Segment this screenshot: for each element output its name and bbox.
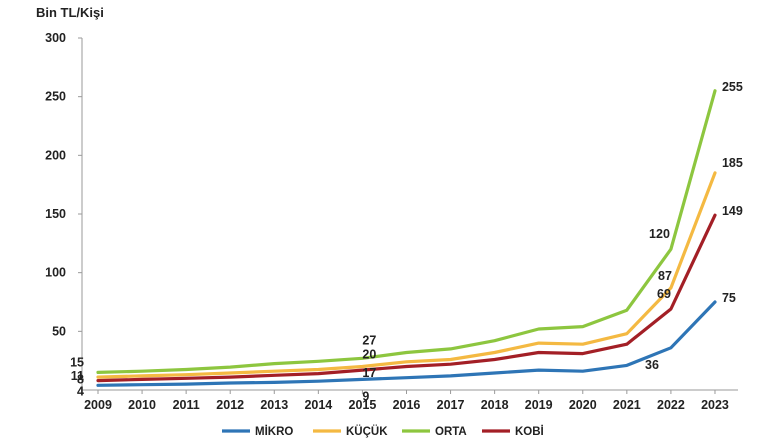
x-tick-label: 2021 bbox=[613, 398, 641, 412]
legend-label: KÜÇÜK bbox=[346, 425, 388, 438]
legend-label: KOBİ bbox=[515, 425, 544, 438]
data-label: 87 bbox=[658, 269, 672, 283]
x-tick-label: 2012 bbox=[216, 398, 244, 412]
data-label: 4 bbox=[77, 384, 84, 398]
series-line-mi̇kro bbox=[96, 300, 717, 387]
data-label: 11 bbox=[71, 369, 84, 383]
series-line-orta bbox=[96, 89, 717, 374]
data-label: 17 bbox=[362, 366, 376, 380]
x-tick-label: 2016 bbox=[393, 398, 421, 412]
x-tick-label: 2009 bbox=[84, 398, 112, 412]
x-tick-label: 2014 bbox=[304, 398, 332, 412]
x-tick-label: 2015 bbox=[349, 398, 377, 412]
x-tick-label: 2018 bbox=[481, 398, 509, 412]
x-tick-label: 2022 bbox=[657, 398, 685, 412]
y-tick-label: 250 bbox=[45, 90, 66, 104]
data-label: 9 bbox=[362, 389, 369, 403]
x-tick-label: 2020 bbox=[569, 398, 597, 412]
data-label: 27 bbox=[362, 333, 376, 347]
legend: MİKRO KÜÇÜK ORTA KOBİ bbox=[222, 425, 544, 438]
y-tick-label: 50 bbox=[52, 324, 66, 338]
data-label: 75 bbox=[722, 291, 736, 305]
x-tick-label: 2013 bbox=[260, 398, 288, 412]
series-lines bbox=[96, 89, 717, 387]
data-label: 255 bbox=[722, 80, 743, 94]
data-label: 36 bbox=[645, 358, 659, 372]
y-axis-title: Bin TL/Kişi bbox=[36, 5, 104, 20]
data-label: 185 bbox=[722, 156, 743, 170]
legend-label: MİKRO bbox=[255, 425, 293, 438]
x-tick-label: 2010 bbox=[128, 398, 156, 412]
x-tick-label: 2019 bbox=[525, 398, 553, 412]
y-tick-label: 200 bbox=[45, 148, 66, 162]
legend-label: ORTA bbox=[435, 426, 467, 438]
data-label: 8 bbox=[77, 373, 84, 387]
x-tick-label: 2011 bbox=[173, 398, 200, 412]
x-tick-label: 2023 bbox=[701, 398, 729, 412]
y-tick-label: 300 bbox=[45, 31, 66, 45]
series-line-küçük bbox=[96, 171, 717, 379]
x-tick-label: 2017 bbox=[437, 398, 465, 412]
y-tick-label: 100 bbox=[45, 266, 66, 280]
data-label: 15 bbox=[70, 355, 84, 369]
series-line-kobi̇ bbox=[96, 213, 717, 383]
data-label: 149 bbox=[722, 204, 743, 218]
data-label: 69 bbox=[657, 287, 671, 301]
data-label: 120 bbox=[649, 227, 670, 241]
y-tick-label: 150 bbox=[45, 207, 66, 221]
data-label: 20 bbox=[362, 348, 376, 362]
data-labels: 4 9 36 75 11 20 87 185 15 27 120 255 8 17 69 149 bbox=[70, 80, 743, 404]
